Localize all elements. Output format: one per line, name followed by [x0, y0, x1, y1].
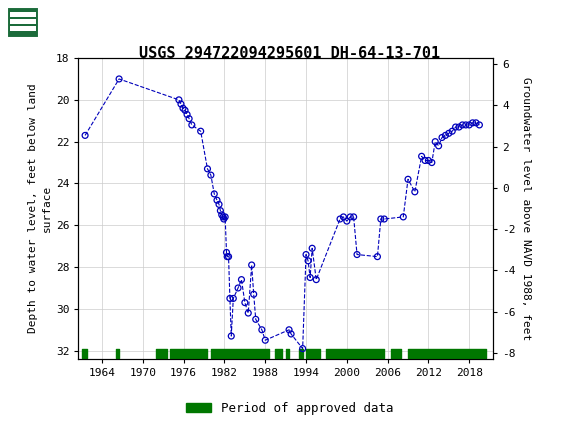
Point: [257, 326, 266, 333]
Point: [176, 101, 186, 108]
Point: [458, 122, 467, 129]
Point: [260, 337, 270, 344]
Point: [244, 310, 253, 316]
Point: [441, 132, 450, 139]
Point: [196, 128, 205, 135]
Point: [114, 76, 124, 83]
Point: [206, 172, 216, 178]
Point: [284, 326, 293, 333]
Point: [475, 122, 484, 129]
Point: [424, 157, 433, 164]
Point: [451, 123, 461, 130]
Point: [219, 215, 229, 222]
Point: [307, 245, 317, 252]
Point: [180, 107, 190, 114]
Point: [349, 213, 358, 220]
Point: [454, 123, 463, 130]
Point: [448, 128, 457, 135]
Point: [225, 295, 234, 302]
Point: [223, 253, 232, 260]
Point: [427, 159, 437, 166]
Point: [249, 291, 258, 298]
Point: [224, 253, 233, 260]
Point: [216, 207, 225, 214]
Point: [187, 122, 197, 129]
Point: [217, 212, 226, 218]
Text: USGS 294722094295601 DH-64-13-701: USGS 294722094295601 DH-64-13-701: [139, 46, 441, 61]
Y-axis label: Depth to water level, feet below land
surface: Depth to water level, feet below land su…: [28, 84, 52, 333]
Point: [417, 153, 426, 160]
Point: [229, 295, 238, 302]
Point: [376, 215, 386, 222]
Point: [233, 285, 242, 292]
Point: [203, 166, 212, 172]
Point: [183, 111, 192, 118]
Point: [81, 132, 90, 139]
Point: [410, 188, 419, 195]
Point: [373, 253, 382, 260]
Point: [444, 130, 454, 137]
Point: [227, 333, 236, 340]
Point: [465, 122, 474, 129]
Point: [434, 142, 443, 149]
Point: [472, 120, 481, 126]
Point: [302, 251, 311, 258]
Y-axis label: Groundwater level above NAVD 1988, feet: Groundwater level above NAVD 1988, feet: [521, 77, 531, 340]
Point: [303, 258, 313, 264]
Point: [346, 213, 355, 220]
Point: [219, 213, 228, 220]
Point: [251, 316, 260, 323]
Point: [240, 299, 249, 306]
Point: [353, 251, 362, 258]
Point: [215, 201, 224, 208]
Point: [335, 215, 345, 222]
Point: [306, 274, 315, 281]
Point: [420, 157, 430, 164]
Point: [468, 120, 477, 126]
Bar: [10, 26, 36, 31]
Point: [311, 276, 321, 283]
Point: [179, 105, 188, 112]
Point: [398, 213, 408, 220]
Point: [342, 218, 351, 224]
Point: [247, 261, 256, 268]
Point: [237, 276, 246, 283]
Point: [212, 197, 222, 204]
Legend: Period of approved data: Period of approved data: [181, 397, 399, 420]
Point: [174, 96, 183, 103]
Point: [339, 213, 348, 220]
Point: [379, 215, 389, 222]
Text: USGS: USGS: [48, 14, 103, 31]
Point: [298, 345, 307, 352]
Point: [403, 176, 412, 183]
Point: [209, 190, 219, 197]
Point: [220, 213, 230, 220]
FancyBboxPatch shape: [7, 7, 39, 38]
Point: [184, 115, 194, 122]
Point: [430, 138, 440, 145]
Point: [437, 134, 447, 141]
Point: [461, 122, 470, 129]
Bar: [10, 19, 36, 25]
Point: [222, 249, 231, 256]
Bar: [10, 12, 36, 18]
Point: [287, 331, 296, 338]
